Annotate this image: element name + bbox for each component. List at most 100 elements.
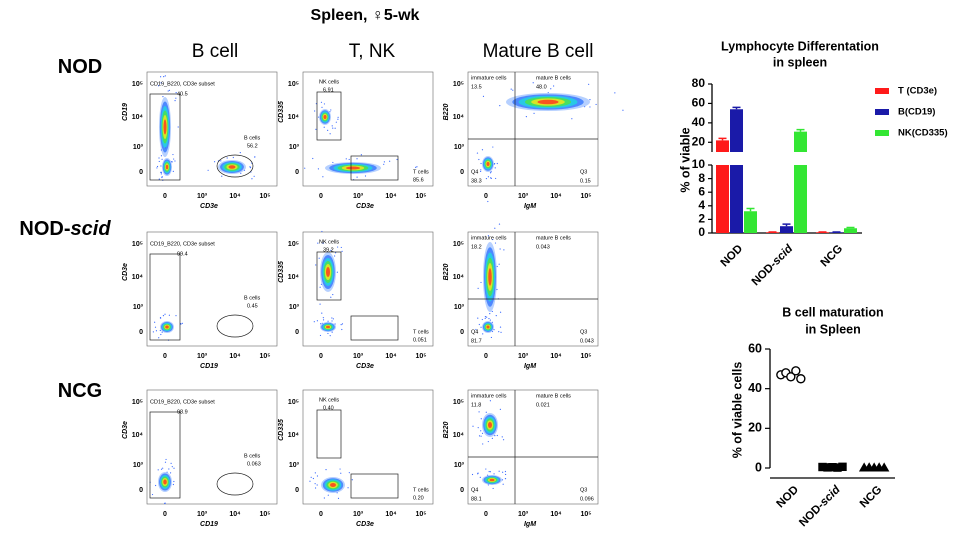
event-dot: [532, 82, 534, 84]
density-cloud: [489, 478, 495, 482]
event-dot: [481, 318, 483, 321]
event-dot: [314, 110, 316, 112]
gate-name: T cells: [413, 487, 429, 493]
x-tick-label: 0: [484, 353, 488, 360]
figure-title: Spleen, ♀5-wk: [311, 7, 420, 24]
x-tick-label: 10⁴: [229, 511, 241, 518]
error-bar: [796, 128, 805, 132]
bar: [794, 131, 807, 233]
event-dot: [487, 200, 489, 203]
event-dot: [327, 129, 329, 132]
event-dot: [331, 317, 333, 319]
event-dot: [232, 156, 234, 159]
y-tick-label: 10³: [133, 144, 144, 151]
x-tick-label: NCG: [819, 243, 846, 270]
y-tick-label: 0: [295, 487, 299, 494]
row-label-part: NOD: [58, 56, 102, 78]
gate-name: B cells: [244, 295, 260, 301]
y-tick-label: 10³: [454, 144, 465, 151]
event-dot: [165, 458, 167, 461]
event-dot: [499, 104, 501, 107]
event-dot: [494, 227, 496, 229]
y-axis-label: CD19: [122, 103, 129, 121]
y-tick-label: 10⁵: [453, 241, 464, 248]
event-dot: [480, 430, 482, 432]
event-dot: [254, 156, 256, 158]
row-label-part: scid: [71, 218, 112, 240]
y-tick-label: 10⁵: [453, 81, 464, 88]
chart-title: in Spleen: [805, 322, 861, 336]
gate-name: immature cells: [471, 75, 507, 81]
event-dot: [341, 323, 344, 325]
gate: [149, 411, 181, 499]
event-dot: [503, 249, 505, 251]
event-dot: [480, 326, 482, 328]
gate: [216, 154, 254, 178]
event-dot: [207, 169, 209, 171]
event-dot: [321, 230, 323, 233]
legend-swatch: [875, 109, 889, 115]
event-dot: [415, 166, 417, 168]
y-tick-label: 10⁴: [288, 432, 300, 439]
y-axis-label: CD3e: [122, 263, 129, 281]
gate-value: 18.2: [471, 244, 482, 250]
event-dot: [496, 288, 498, 291]
event-dot: [495, 177, 497, 180]
event-dot: [169, 472, 172, 474]
density-cloud: [326, 267, 330, 277]
x-tick-label: 10³: [197, 353, 208, 360]
plot-frame: [467, 389, 599, 505]
event-dot: [167, 90, 169, 92]
event-dot: [174, 160, 176, 162]
event-dot: [477, 427, 479, 429]
x-tick-label: 10⁴: [550, 511, 562, 518]
gate: [216, 314, 254, 338]
y-tick-label: 20: [748, 421, 762, 435]
event-dot: [498, 331, 500, 333]
y-tick-label: 10⁴: [132, 114, 144, 121]
legend-label: B(CD19): [898, 107, 935, 118]
gate-name: NK cells: [319, 397, 339, 403]
event-dot: [360, 154, 362, 156]
event-dot: [160, 82, 162, 84]
gate-value: 81.7: [471, 338, 482, 344]
x-tick-label: 0: [163, 353, 167, 360]
error-bar: [732, 106, 741, 110]
x-tick-label: 10³: [518, 353, 529, 360]
event-dot: [164, 502, 166, 505]
x-tick-label: 10⁵: [415, 511, 426, 518]
event-dot: [168, 89, 171, 91]
event-dot: [309, 480, 311, 482]
x-tick-label: 10⁵: [415, 193, 426, 200]
gate: [350, 155, 399, 181]
event-dot: [525, 116, 527, 118]
event-dot: [337, 118, 339, 120]
data-point: [838, 462, 847, 472]
event-dot: [484, 317, 486, 320]
event-dot: [500, 331, 502, 333]
event-dot: [337, 116, 339, 118]
event-dot: [312, 157, 314, 160]
event-dot: [476, 152, 479, 154]
y-axis-label: B220: [443, 422, 450, 439]
event-dot: [160, 149, 162, 151]
gate-value: 0.043: [580, 338, 594, 344]
event-dot: [322, 176, 324, 178]
event-dot: [345, 158, 347, 160]
event-dot: [494, 242, 497, 244]
gate-name: mature B cells: [536, 75, 571, 81]
event-dot: [356, 158, 358, 160]
event-dot: [175, 315, 177, 317]
event-dot: [165, 147, 167, 149]
event-dot: [330, 296, 332, 298]
event-dot: [315, 128, 317, 130]
gate-value: 0.021: [536, 402, 550, 408]
y-tick-label: 0: [139, 169, 143, 176]
event-dot: [220, 160, 222, 162]
y-tick-label: 10⁵: [132, 81, 143, 88]
y-tick-label: 10⁵: [288, 399, 299, 406]
bar: [780, 226, 793, 233]
event-dot: [588, 83, 590, 85]
gate-value: 0.063: [247, 461, 261, 467]
event-dot: [475, 328, 477, 331]
